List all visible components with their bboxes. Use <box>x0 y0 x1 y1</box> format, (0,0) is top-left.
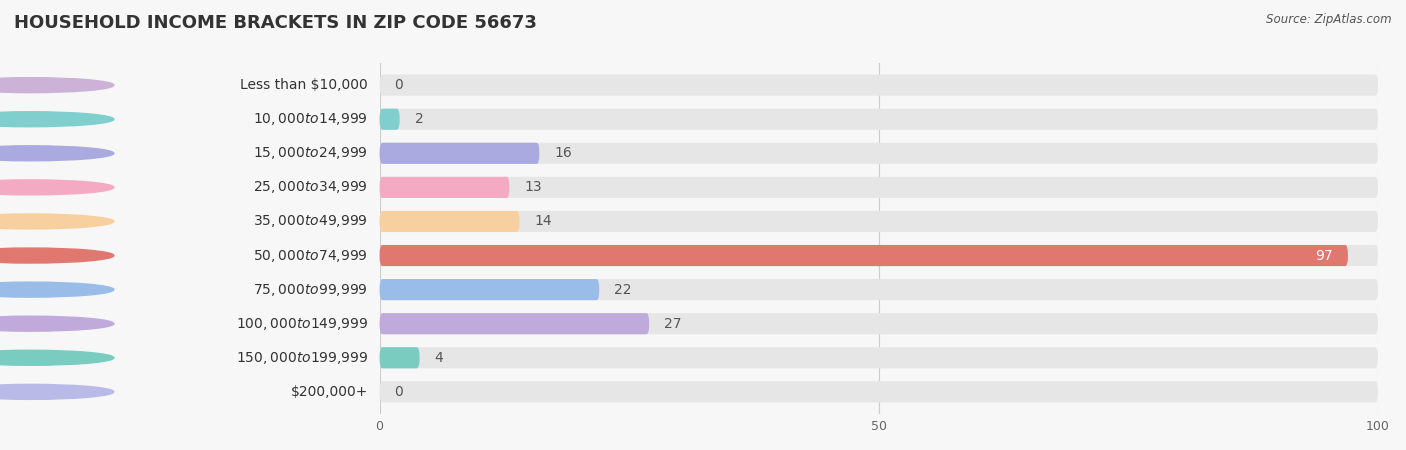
Circle shape <box>0 282 114 297</box>
Text: 97: 97 <box>1316 248 1333 262</box>
Circle shape <box>0 316 114 331</box>
Text: $50,000 to $74,999: $50,000 to $74,999 <box>253 248 368 264</box>
Text: 27: 27 <box>664 317 682 331</box>
FancyBboxPatch shape <box>380 279 1378 300</box>
Text: 14: 14 <box>534 215 553 229</box>
FancyBboxPatch shape <box>380 279 599 300</box>
FancyBboxPatch shape <box>380 211 1378 232</box>
FancyBboxPatch shape <box>380 245 1348 266</box>
FancyBboxPatch shape <box>380 211 519 232</box>
Text: 16: 16 <box>554 146 572 160</box>
Text: 0: 0 <box>395 385 404 399</box>
FancyBboxPatch shape <box>380 313 1378 334</box>
FancyBboxPatch shape <box>380 75 1378 96</box>
Text: $10,000 to $14,999: $10,000 to $14,999 <box>253 111 368 127</box>
Circle shape <box>0 350 114 365</box>
Text: $25,000 to $34,999: $25,000 to $34,999 <box>253 180 368 195</box>
Text: 13: 13 <box>524 180 541 194</box>
Circle shape <box>0 146 114 161</box>
FancyBboxPatch shape <box>380 347 419 369</box>
FancyBboxPatch shape <box>380 108 1378 130</box>
Text: Less than $10,000: Less than $10,000 <box>240 78 368 92</box>
Text: $100,000 to $149,999: $100,000 to $149,999 <box>236 316 368 332</box>
Text: Source: ZipAtlas.com: Source: ZipAtlas.com <box>1267 14 1392 27</box>
Text: $200,000+: $200,000+ <box>291 385 368 399</box>
FancyBboxPatch shape <box>380 245 1378 266</box>
FancyBboxPatch shape <box>380 108 399 130</box>
Circle shape <box>0 384 114 399</box>
FancyBboxPatch shape <box>380 381 1378 402</box>
Text: 4: 4 <box>434 351 443 365</box>
Text: 2: 2 <box>415 112 423 126</box>
Text: 0: 0 <box>395 78 404 92</box>
Circle shape <box>0 112 114 127</box>
FancyBboxPatch shape <box>380 143 540 164</box>
Text: HOUSEHOLD INCOME BRACKETS IN ZIP CODE 56673: HOUSEHOLD INCOME BRACKETS IN ZIP CODE 56… <box>14 14 537 32</box>
Circle shape <box>0 78 114 93</box>
FancyBboxPatch shape <box>380 143 1378 164</box>
Text: $75,000 to $99,999: $75,000 to $99,999 <box>253 282 368 297</box>
Text: $15,000 to $24,999: $15,000 to $24,999 <box>253 145 368 161</box>
Circle shape <box>0 214 114 229</box>
FancyBboxPatch shape <box>380 313 650 334</box>
Circle shape <box>0 248 114 263</box>
FancyBboxPatch shape <box>380 177 1378 198</box>
FancyBboxPatch shape <box>380 177 509 198</box>
Text: $150,000 to $199,999: $150,000 to $199,999 <box>236 350 368 366</box>
FancyBboxPatch shape <box>380 347 1378 369</box>
Circle shape <box>0 180 114 195</box>
Text: $35,000 to $49,999: $35,000 to $49,999 <box>253 213 368 230</box>
Text: 22: 22 <box>614 283 631 297</box>
